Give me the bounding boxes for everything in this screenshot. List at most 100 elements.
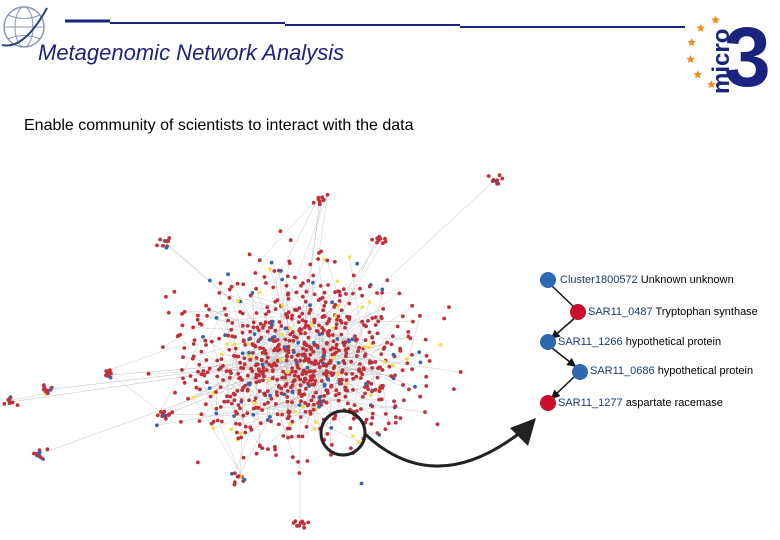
- network-node: [215, 374, 220, 379]
- network-node: [458, 370, 463, 374]
- network-node: [259, 358, 264, 363]
- network-node: [316, 298, 321, 302]
- network-node: [352, 413, 357, 417]
- network-node: [202, 372, 207, 377]
- network-node: [247, 350, 251, 355]
- network-node: [383, 236, 387, 241]
- network-node: [297, 306, 302, 311]
- network-node: [250, 351, 255, 355]
- network-node: [349, 446, 353, 451]
- network-node: [251, 325, 256, 330]
- network-edge: [272, 261, 290, 378]
- network-node: [306, 402, 311, 407]
- network-node: [290, 366, 295, 370]
- network-node: [293, 275, 297, 280]
- network-node: [335, 279, 340, 284]
- network-node: [417, 350, 422, 355]
- network-edge: [382, 385, 389, 424]
- detail-description: aspartate racemase: [625, 397, 723, 409]
- network-node: [34, 451, 38, 456]
- network-edge: [221, 348, 236, 422]
- network-node: [329, 383, 334, 388]
- network-node: [423, 337, 428, 342]
- network-node: [277, 384, 281, 388]
- network-node: [408, 336, 413, 341]
- network-edge: [205, 297, 230, 346]
- network-node: [347, 255, 352, 259]
- network-node: [241, 366, 246, 371]
- detail-id: SAR11_1277: [558, 397, 623, 409]
- network-node: [291, 338, 296, 343]
- network-node: [345, 388, 350, 393]
- network-node: [218, 405, 223, 409]
- network-node: [343, 394, 348, 399]
- network-node: [336, 304, 341, 308]
- network-node: [226, 318, 231, 323]
- network-node: [274, 453, 278, 457]
- network-node: [155, 423, 159, 428]
- network-node: [333, 290, 337, 295]
- network-node: [393, 404, 398, 409]
- network-node: [204, 343, 208, 347]
- network-node: [354, 374, 359, 379]
- network-node: [380, 241, 385, 246]
- network-node: [248, 293, 253, 298]
- network-node: [257, 290, 262, 295]
- network-node: [495, 178, 499, 183]
- network-node: [252, 343, 257, 348]
- network-node: [246, 373, 250, 378]
- network-node: [233, 409, 238, 414]
- network-node: [266, 355, 270, 360]
- network-node: [497, 173, 502, 178]
- network-node: [410, 353, 414, 357]
- network-node: [205, 370, 210, 375]
- network-node: [405, 361, 410, 366]
- network-node: [217, 336, 222, 341]
- network-node: [295, 363, 300, 368]
- network-node: [304, 357, 309, 362]
- network-node: [237, 376, 242, 381]
- network-node: [247, 398, 252, 403]
- logo-star-icon: [693, 70, 703, 79]
- network-node: [343, 325, 347, 330]
- network-node: [227, 287, 232, 292]
- network-node: [311, 402, 316, 407]
- network-node: [254, 356, 259, 360]
- network-node: [285, 292, 290, 297]
- network-node: [240, 311, 245, 316]
- network-node: [418, 394, 423, 399]
- network-node: [300, 311, 305, 316]
- network-edge: [9, 393, 48, 401]
- network-edge: [109, 359, 301, 376]
- network-node: [267, 378, 271, 383]
- network-node: [309, 360, 314, 365]
- network-node: [337, 348, 341, 353]
- network-node: [303, 409, 308, 414]
- network-edge: [292, 371, 363, 398]
- network-edge: [259, 381, 317, 393]
- network-node: [335, 317, 339, 322]
- network-node: [347, 339, 351, 344]
- network-node: [269, 419, 273, 424]
- detail-id: SAR11_1266: [558, 336, 623, 348]
- network-node: [354, 337, 358, 342]
- network-node: [161, 345, 165, 349]
- network-node: [303, 401, 307, 405]
- network-node: [282, 392, 287, 397]
- network-node: [297, 314, 302, 319]
- network-node: [490, 179, 495, 183]
- network-node: [330, 333, 335, 337]
- network-node: [288, 326, 292, 330]
- network-edge: [253, 414, 278, 416]
- network-node: [262, 374, 266, 379]
- globe-logo-icon: [1, 6, 48, 48]
- network-node: [308, 262, 313, 267]
- network-node: [351, 376, 355, 381]
- network-node: [361, 436, 366, 441]
- network-node: [273, 445, 277, 449]
- detail-label-sar11-0686: SAR11_0686 hypothetical protein: [590, 365, 753, 377]
- network-node: [238, 406, 243, 411]
- network-node: [299, 399, 303, 404]
- network-node: [377, 389, 382, 394]
- network-node: [391, 352, 396, 357]
